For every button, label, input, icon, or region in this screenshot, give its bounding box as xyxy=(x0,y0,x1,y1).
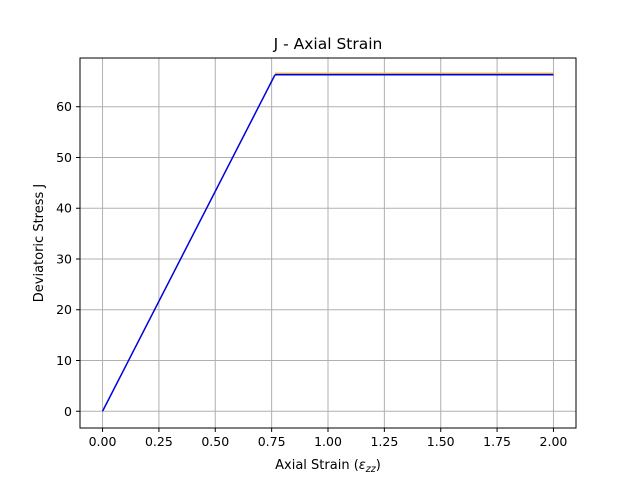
x-tick-label: 1.50 xyxy=(427,434,455,449)
y-tick-label: 20 xyxy=(56,302,72,317)
y-tick-label: 0 xyxy=(64,404,72,419)
x-tick-label: 2.00 xyxy=(540,434,568,449)
y-axis-label: Deviatoric Stress J xyxy=(32,184,47,303)
x-tick-label: 0.50 xyxy=(201,434,229,449)
y-tick-label: 60 xyxy=(56,99,72,114)
axis-ticks: 0.00 0.25 0.50 0.75 1.00 1.25 1.50 1.75 2.00 0 10 2… xyxy=(56,99,567,449)
x-tick-label: 1.25 xyxy=(370,434,398,449)
chart-title: J - Axial Strain xyxy=(273,35,383,53)
x-tick-label: 1.00 xyxy=(314,434,342,449)
y-tick-label: 30 xyxy=(56,251,72,266)
x-axis-label: Axial Strain (εzz) xyxy=(275,458,381,475)
x-tick-label: 0.25 xyxy=(145,434,173,449)
x-tick-label: 1.75 xyxy=(483,434,511,449)
y-tick-label: 10 xyxy=(56,353,72,368)
y-tick-label: 40 xyxy=(56,201,72,216)
x-tick-label: 0.00 xyxy=(89,434,117,449)
y-tick-label: 50 xyxy=(56,150,72,165)
x-tick-label: 0.75 xyxy=(258,434,286,449)
series-lines xyxy=(101,72,554,412)
series-line-1 xyxy=(101,74,276,412)
grid-lines xyxy=(80,58,576,428)
